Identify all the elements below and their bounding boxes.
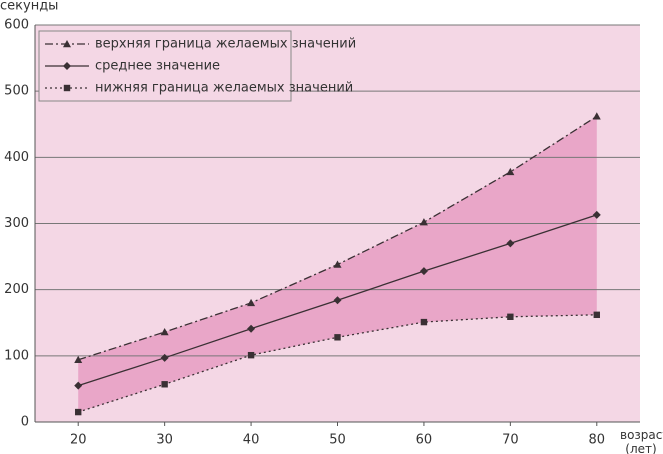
marker [333, 260, 342, 268]
y-tick-label: 500 [4, 84, 29, 99]
x-tick-label: 60 [416, 433, 433, 448]
marker [74, 355, 83, 364]
marker [592, 210, 601, 219]
marker [506, 239, 515, 248]
legend-label: нижняя граница желаемых значений [95, 81, 353, 96]
x-tick-label: 80 [589, 433, 606, 448]
range-band [78, 116, 597, 413]
y-axis-label: секунды [0, 0, 58, 14]
marker [333, 296, 342, 305]
marker [160, 353, 169, 362]
marker [593, 311, 600, 319]
legend-label: среднее значение [95, 59, 220, 74]
marker [63, 40, 71, 48]
marker [247, 324, 256, 333]
y-tick-label: 600 [4, 18, 29, 33]
x-tick-label: 30 [156, 433, 173, 448]
marker [160, 328, 169, 336]
x-tick-label: 40 [243, 433, 260, 448]
marker [247, 298, 256, 307]
marker [161, 381, 168, 388]
marker [63, 62, 71, 70]
legend-label: верхняя граница желаемых значений [95, 37, 356, 52]
marker [247, 351, 255, 359]
marker [592, 112, 601, 120]
marker [419, 218, 428, 226]
x-tick-label: 50 [329, 433, 346, 448]
marker [75, 408, 82, 416]
marker [506, 167, 515, 176]
x-tick-label: 20 [70, 433, 87, 448]
marker [74, 381, 83, 390]
y-tick-label: 400 [4, 150, 29, 165]
y-tick-label: 200 [4, 282, 29, 297]
x-tick-label: 70 [502, 433, 519, 448]
marker [507, 313, 514, 320]
marker [420, 318, 428, 326]
marker [334, 334, 341, 341]
y-tick-label: 100 [4, 348, 29, 363]
marker [419, 267, 428, 276]
y-tick-label: 0 [21, 415, 29, 430]
x-axis-label: возраст (лет) [620, 428, 663, 454]
marker [63, 84, 71, 92]
y-tick-label: 300 [4, 216, 29, 231]
